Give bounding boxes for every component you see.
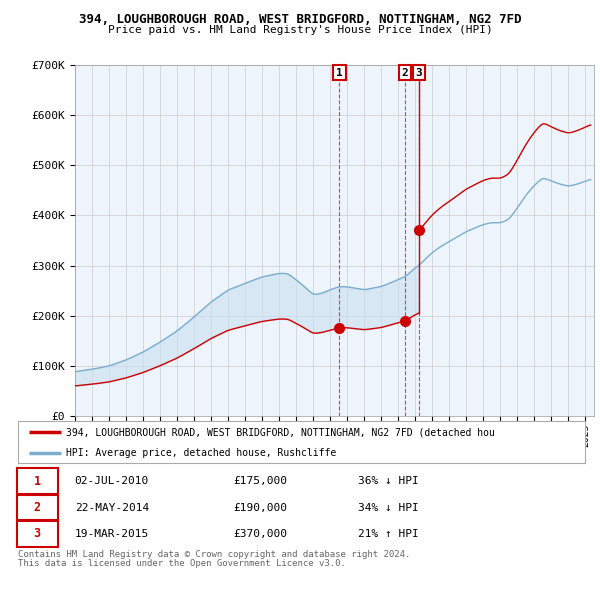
Text: 2: 2 (401, 68, 408, 78)
Text: 21% ↑ HPI: 21% ↑ HPI (358, 529, 419, 539)
Text: 394, LOUGHBOROUGH ROAD, WEST BRIDGFORD, NOTTINGHAM, NG2 7FD: 394, LOUGHBOROUGH ROAD, WEST BRIDGFORD, … (79, 13, 521, 26)
Text: 2: 2 (34, 501, 41, 514)
Text: 22-MAY-2014: 22-MAY-2014 (75, 503, 149, 513)
FancyBboxPatch shape (17, 521, 58, 546)
Text: 3: 3 (416, 68, 422, 78)
Text: 1: 1 (336, 68, 343, 78)
FancyBboxPatch shape (17, 495, 58, 520)
Text: 34% ↓ HPI: 34% ↓ HPI (358, 503, 419, 513)
Text: 394, LOUGHBOROUGH ROAD, WEST BRIDGFORD, NOTTINGHAM, NG2 7FD (detached hou: 394, LOUGHBOROUGH ROAD, WEST BRIDGFORD, … (66, 427, 495, 437)
Text: £190,000: £190,000 (233, 503, 287, 513)
Text: 1: 1 (34, 475, 41, 488)
Text: Price paid vs. HM Land Registry's House Price Index (HPI): Price paid vs. HM Land Registry's House … (107, 25, 493, 35)
Text: Contains HM Land Registry data © Crown copyright and database right 2024.: Contains HM Land Registry data © Crown c… (18, 550, 410, 559)
Text: £370,000: £370,000 (233, 529, 287, 539)
FancyBboxPatch shape (17, 468, 58, 494)
Text: 36% ↓ HPI: 36% ↓ HPI (358, 476, 419, 486)
Text: 02-JUL-2010: 02-JUL-2010 (75, 476, 149, 486)
Text: 19-MAR-2015: 19-MAR-2015 (75, 529, 149, 539)
Text: £175,000: £175,000 (233, 476, 287, 486)
Text: 3: 3 (34, 527, 41, 540)
Text: This data is licensed under the Open Government Licence v3.0.: This data is licensed under the Open Gov… (18, 559, 346, 568)
Text: HPI: Average price, detached house, Rushcliffe: HPI: Average price, detached house, Rush… (66, 448, 337, 457)
